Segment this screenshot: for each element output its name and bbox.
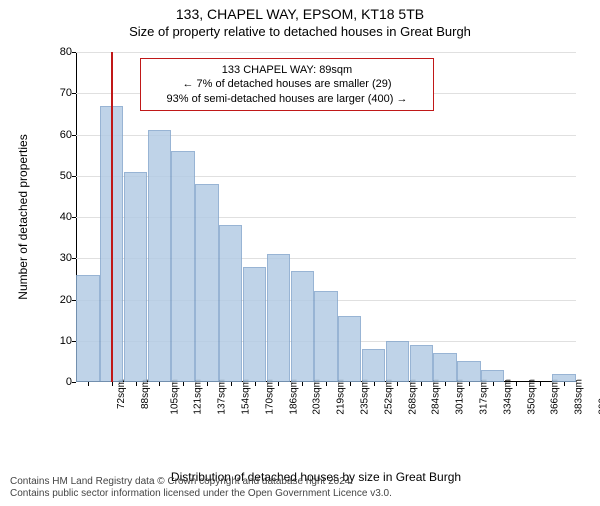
- plot-area: 0102030405060708072sqm88sqm105sqm121sqm1…: [76, 52, 576, 382]
- histogram-bar: [219, 225, 242, 382]
- x-tick-label: 137sqm: [217, 379, 228, 415]
- y-tick-label: 10: [52, 335, 72, 347]
- x-tick-mark: [326, 382, 327, 386]
- x-tick-mark: [88, 382, 89, 386]
- y-tick-mark: [72, 217, 76, 218]
- histogram-bar: [386, 341, 409, 382]
- histogram-bar: [362, 349, 385, 382]
- grid-line: [76, 52, 576, 53]
- x-tick-mark: [445, 382, 446, 386]
- y-tick-label: 20: [52, 294, 72, 306]
- x-tick-label: 105sqm: [169, 379, 180, 415]
- histogram-bar: [338, 316, 361, 382]
- histogram-bar: [291, 271, 314, 382]
- info-box-line-3: 93% of semi-detached houses are larger (…: [149, 92, 425, 106]
- x-tick-mark: [159, 382, 160, 386]
- x-tick-label: 72sqm: [116, 379, 127, 409]
- x-tick-label: 88sqm: [140, 379, 151, 409]
- histogram-bar: [243, 267, 266, 383]
- x-tick-mark: [374, 382, 375, 386]
- x-tick-label: 121sqm: [193, 379, 204, 415]
- histogram-bar: [76, 275, 99, 382]
- histogram-bar: [481, 370, 504, 382]
- x-tick-mark: [255, 382, 256, 386]
- x-tick-mark: [136, 382, 137, 386]
- x-tick-mark: [421, 382, 422, 386]
- x-tick-label: 219sqm: [336, 379, 347, 415]
- marker-line: [111, 52, 113, 382]
- x-tick-label: 186sqm: [288, 379, 299, 415]
- histogram-bar: [171, 151, 194, 382]
- x-tick-label: 203sqm: [312, 379, 323, 415]
- x-tick-mark: [469, 382, 470, 386]
- y-tick-mark: [72, 382, 76, 383]
- histogram-bar: [195, 184, 218, 382]
- footer-line-2: Contains public sector information licen…: [10, 488, 392, 500]
- x-tick-mark: [207, 382, 208, 386]
- histogram-bar: [124, 172, 147, 382]
- x-tick-mark: [183, 382, 184, 386]
- x-tick-label: 252sqm: [383, 379, 394, 415]
- histogram-bar: [410, 345, 433, 382]
- y-tick-label: 60: [52, 129, 72, 141]
- x-tick-mark: [516, 382, 517, 386]
- x-tick-label: 301sqm: [455, 379, 466, 415]
- x-tick-mark: [231, 382, 232, 386]
- histogram-bar: [267, 254, 290, 382]
- info-box-line-1: 133 CHAPEL WAY: 89sqm: [149, 63, 425, 77]
- x-tick-mark: [397, 382, 398, 386]
- x-tick-label: 334sqm: [502, 379, 513, 415]
- y-tick-label: 0: [52, 376, 72, 388]
- footer-line-1: Contains HM Land Registry data © Crown c…: [10, 476, 392, 488]
- x-tick-mark: [278, 382, 279, 386]
- y-tick-mark: [72, 258, 76, 259]
- info-box-line-2: ← 7% of detached houses are smaller (29): [149, 77, 425, 91]
- x-tick-label: 317sqm: [479, 379, 490, 415]
- histogram-bar: [457, 361, 480, 382]
- histogram-bar: [314, 291, 337, 382]
- x-tick-mark: [540, 382, 541, 386]
- y-tick-mark: [72, 135, 76, 136]
- x-tick-label: 383sqm: [574, 379, 585, 415]
- footer-text: Contains HM Land Registry data © Crown c…: [10, 476, 392, 500]
- x-tick-mark: [350, 382, 351, 386]
- y-tick-label: 80: [52, 46, 72, 58]
- y-tick-mark: [72, 93, 76, 94]
- y-tick-label: 50: [52, 170, 72, 182]
- y-tick-label: 40: [52, 211, 72, 223]
- histogram-bar: [148, 130, 171, 382]
- x-tick-label: 170sqm: [264, 379, 275, 415]
- y-tick-mark: [72, 176, 76, 177]
- page-title-2: Size of property relative to detached ho…: [0, 24, 600, 39]
- x-tick-mark: [564, 382, 565, 386]
- y-tick-label: 30: [52, 252, 72, 264]
- histogram-bar: [552, 374, 575, 382]
- y-axis-label: Number of detached properties: [16, 134, 30, 299]
- x-tick-mark: [112, 382, 113, 386]
- x-tick-mark: [302, 382, 303, 386]
- x-tick-label: 235sqm: [360, 379, 371, 415]
- x-tick-mark: [493, 382, 494, 386]
- x-tick-label: 284sqm: [431, 379, 442, 415]
- y-tick-mark: [72, 52, 76, 53]
- x-tick-label: 154sqm: [241, 379, 252, 415]
- x-tick-label: 350sqm: [526, 379, 537, 415]
- page-title-1: 133, CHAPEL WAY, EPSOM, KT18 5TB: [0, 6, 600, 22]
- chart-container: Number of detached properties 0102030405…: [56, 52, 576, 422]
- x-tick-label: 268sqm: [407, 379, 418, 415]
- info-box: 133 CHAPEL WAY: 89sqm← 7% of detached ho…: [140, 58, 434, 111]
- y-tick-label: 70: [52, 87, 72, 99]
- x-tick-label: 366sqm: [550, 379, 561, 415]
- histogram-bar: [433, 353, 456, 382]
